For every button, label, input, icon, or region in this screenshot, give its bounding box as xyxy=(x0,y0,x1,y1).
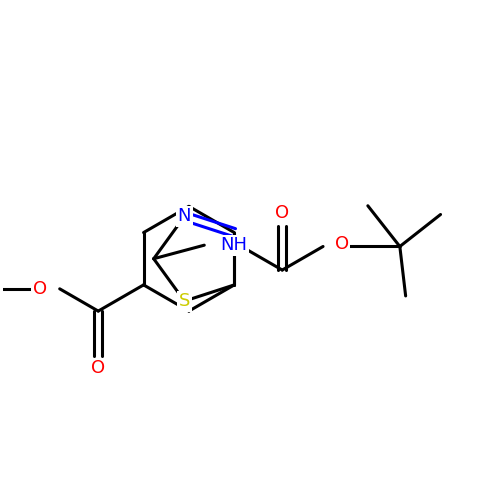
Text: O: O xyxy=(33,280,47,298)
Text: S: S xyxy=(179,292,190,310)
Text: NH: NH xyxy=(220,236,248,254)
Text: O: O xyxy=(275,204,289,222)
Text: N: N xyxy=(178,208,191,226)
Text: O: O xyxy=(334,234,349,252)
Text: O: O xyxy=(91,360,106,378)
